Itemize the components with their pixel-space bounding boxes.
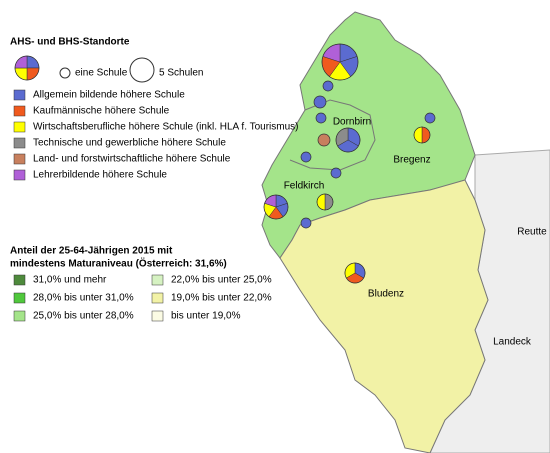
- legend-label: Lehrerbildende höhere Schule: [33, 170, 167, 181]
- district-bludenz: [279, 179, 489, 453]
- legend-swatch: [13, 137, 26, 149]
- school-marker: [330, 167, 342, 179]
- place-label: Bludenz: [368, 289, 404, 300]
- school-marker: [315, 112, 327, 124]
- size-sample: [129, 57, 155, 83]
- legend-label: Kaufmännische höhere Schule: [33, 106, 170, 117]
- legend-label: 19,0% bis unter 22,0%: [171, 293, 272, 304]
- legend-swatch: [13, 153, 26, 165]
- place-label: Landeck: [493, 337, 532, 348]
- legend-swatch: [151, 310, 164, 322]
- legend-label: Wirtschaftsberufliche höhere Schule (ink…: [33, 122, 298, 133]
- district-border: [289, 99, 376, 171]
- place-label: Dornbirn: [333, 117, 371, 128]
- legend-swatch: [151, 274, 164, 286]
- legend-swatch: [13, 89, 26, 101]
- legend-swatch: [13, 169, 26, 181]
- size-label: eine Schule: [75, 68, 128, 79]
- legend-label: Land- und forstwirtschaftliche höhere Sc…: [33, 154, 231, 165]
- legend-swatch: [13, 310, 26, 322]
- size-label: 5 Schulen: [159, 68, 203, 79]
- legend-label: 22,0% bis unter 25,0%: [171, 275, 272, 286]
- school-outline: [321, 43, 359, 81]
- legend-title: AHS- und BHS-Standorte: [10, 37, 130, 48]
- legend-title: Anteil der 25-64-Jährigen 2015 mit: [10, 246, 173, 257]
- school-marker: [424, 112, 436, 124]
- school-marker: [313, 95, 327, 109]
- school-marker: [317, 133, 331, 147]
- school-outline: [335, 127, 361, 153]
- size-sample: [59, 67, 71, 79]
- legend-swatch: [13, 292, 26, 304]
- legend-label: Technische und gewerbliche höhere Schule: [33, 138, 226, 149]
- school-outline: [316, 193, 334, 211]
- place-label: Reutte: [517, 227, 547, 238]
- school-marker: [300, 151, 312, 163]
- school-outline: [344, 262, 366, 284]
- legend-swatch: [13, 105, 26, 117]
- legend-label: bis unter 19,0%: [171, 311, 241, 322]
- school-marker: [322, 80, 334, 92]
- legend-swatch: [151, 292, 164, 304]
- school-outline: [413, 126, 431, 144]
- legend-label: 25,0% bis unter 28,0%: [33, 311, 134, 322]
- legend-label: Allgemein bildende höhere Schule: [33, 90, 185, 101]
- school-outline: [263, 194, 289, 220]
- place-label: Bregenz: [393, 155, 430, 166]
- legend-label: 28,0% bis unter 31,0%: [33, 293, 134, 304]
- school-outline: [14, 55, 40, 81]
- legend-label: 31,0% und mehr: [33, 275, 107, 286]
- legend-swatch: [13, 274, 26, 286]
- legend-title: mindestens Maturaniveau (Österreich: 31,…: [10, 257, 227, 270]
- legend-swatch: [13, 121, 26, 133]
- place-label: Feldkirch: [284, 181, 325, 192]
- school-marker: [300, 217, 312, 229]
